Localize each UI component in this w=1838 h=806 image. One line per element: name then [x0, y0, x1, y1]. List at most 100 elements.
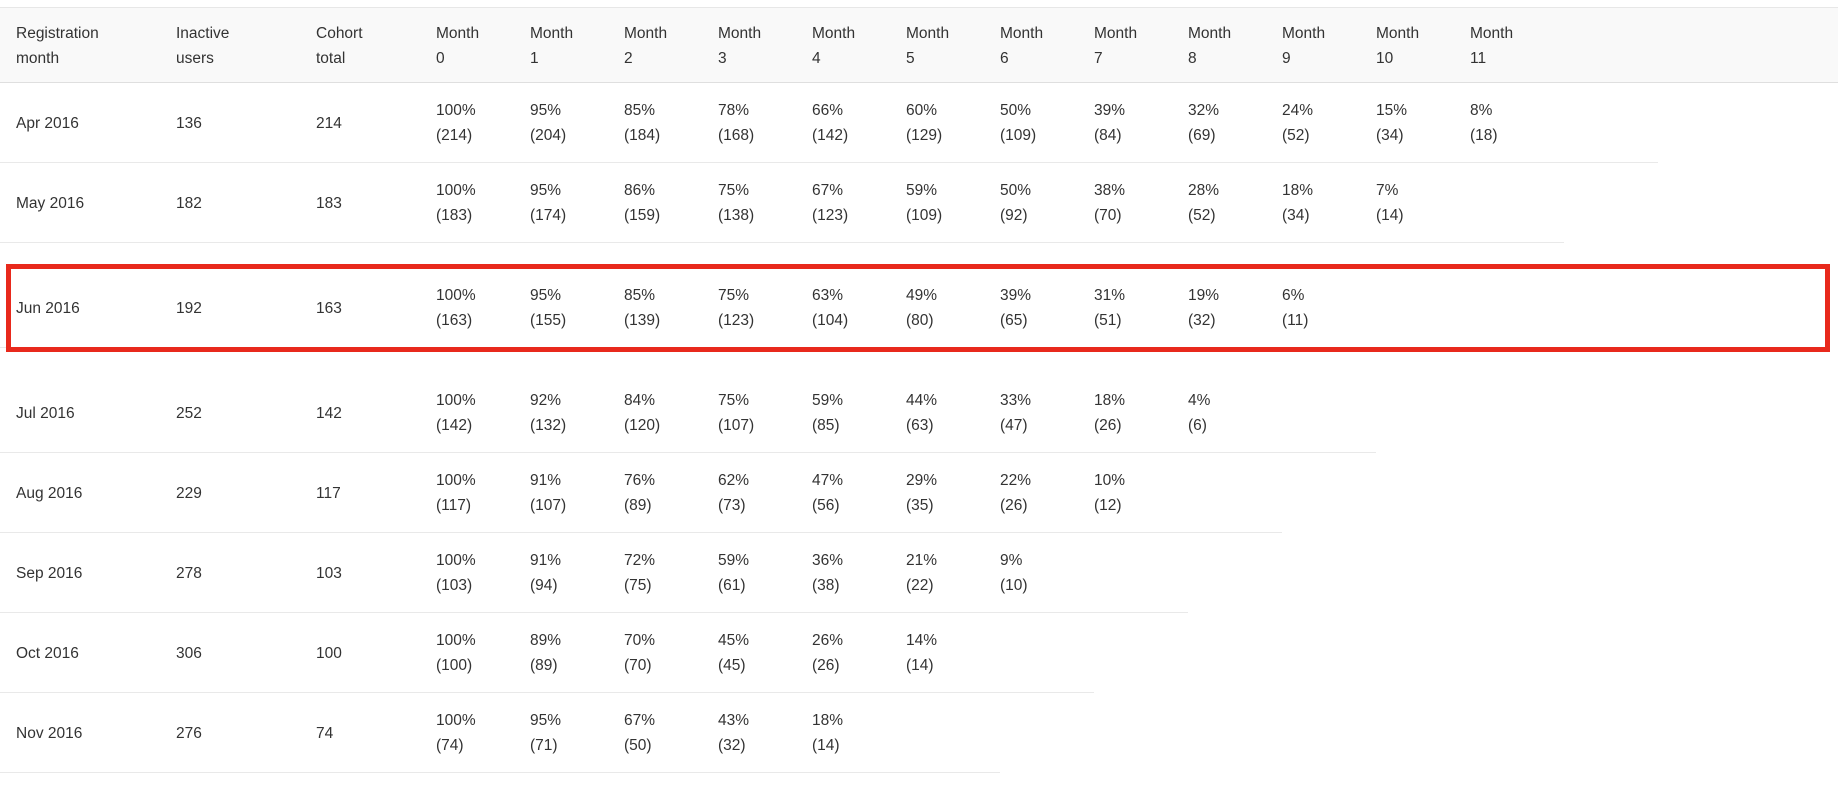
retention-count: (73)	[718, 497, 746, 514]
column-header-label: Month 2	[624, 25, 668, 67]
retention-count: (184)	[624, 127, 661, 144]
retention-percentage: 75%	[718, 392, 750, 409]
month-cell: 44% (63)	[906, 388, 1000, 438]
retention-count: (163)	[436, 312, 473, 329]
retention-percentage: 28%	[1188, 182, 1220, 199]
inactive-users-cell: 252	[176, 404, 202, 422]
month-cell: 66% (142)	[812, 98, 906, 148]
retention-count: (85)	[812, 417, 840, 434]
retention-percentage: 18%	[1094, 392, 1126, 409]
month-cell: 18% (14)	[812, 708, 906, 758]
retention-percentage: 62%	[718, 472, 750, 489]
cohort-total-cell: 214	[316, 114, 342, 132]
retention-percentage: 24%	[1282, 102, 1314, 119]
retention-percentage: 9%	[1000, 552, 1023, 569]
row-divider	[0, 612, 1188, 613]
month-cell: 63% (104)	[812, 283, 906, 333]
month-cell: 59% (85)	[812, 388, 906, 438]
retention-percentage: 100%	[436, 392, 476, 409]
column-header: Month 3	[718, 21, 812, 71]
month-cell: 67% (50)	[624, 708, 718, 758]
row-divider	[0, 347, 1470, 348]
retention-count: (70)	[1094, 207, 1122, 224]
month-cell: 100% (100)	[436, 628, 530, 678]
retention-percentage: 50%	[1000, 182, 1032, 199]
column-header: Month 6	[1000, 21, 1094, 71]
column-header: Month 2	[624, 21, 718, 71]
retention-count: (132)	[530, 417, 567, 434]
month-cell: 95% (71)	[530, 708, 624, 758]
retention-percentage: 78%	[718, 102, 750, 119]
month-cell: 29% (35)	[906, 468, 1000, 518]
month-cell: 100% (117)	[436, 468, 530, 518]
month-cell: 50% (109)	[1000, 98, 1094, 148]
column-header-label: Month 7	[1094, 25, 1138, 67]
month-cell: 85% (139)	[624, 283, 718, 333]
retention-percentage: 49%	[906, 287, 938, 304]
retention-count: (50)	[624, 737, 652, 754]
retention-percentage: 100%	[436, 102, 476, 119]
retention-count: (155)	[530, 312, 567, 329]
retention-percentage: 19%	[1188, 287, 1220, 304]
month-cell: 50% (92)	[1000, 178, 1094, 228]
table-row-highlighted: Jun 2016 192 163 100% (163) 95% (155) 85% (139) 7…	[0, 264, 1838, 352]
registration-month-cell: May 2016	[16, 194, 85, 212]
retention-percentage: 100%	[436, 182, 476, 199]
column-header: Inactive users	[176, 21, 316, 71]
retention-percentage: 38%	[1094, 182, 1126, 199]
column-header-label: Month 10	[1376, 25, 1420, 67]
retention-percentage: 18%	[1282, 182, 1314, 199]
retention-count: (139)	[624, 312, 661, 329]
retention-count: (45)	[718, 657, 746, 674]
retention-percentage: 75%	[718, 182, 750, 199]
retention-percentage: 75%	[718, 287, 750, 304]
retention-percentage: 31%	[1094, 287, 1126, 304]
retention-percentage: 72%	[624, 552, 656, 569]
column-header-label: Month 4	[812, 25, 856, 67]
month-cell: 18% (26)	[1094, 388, 1188, 438]
retention-count: (183)	[436, 207, 473, 224]
retention-percentage: 22%	[1000, 472, 1032, 489]
month-cell: 100% (183)	[436, 178, 530, 228]
retention-count: (109)	[906, 207, 943, 224]
retention-percentage: 39%	[1094, 102, 1126, 119]
retention-percentage: 21%	[906, 552, 938, 569]
month-cell: 85% (184)	[624, 98, 718, 148]
retention-count: (32)	[1188, 312, 1216, 329]
registration-month-cell: Jul 2016	[16, 404, 75, 422]
cohort-total-cell: 117	[316, 484, 341, 502]
retention-count: (26)	[1094, 417, 1122, 434]
retention-percentage: 91%	[530, 552, 562, 569]
month-cell: 45% (45)	[718, 628, 812, 678]
retention-count: (84)	[1094, 127, 1122, 144]
retention-percentage: 39%	[1000, 287, 1032, 304]
cohort-total-cell: 100	[316, 644, 342, 662]
retention-count: (89)	[530, 657, 558, 674]
row-divider	[0, 452, 1376, 453]
row-divider	[0, 242, 1564, 243]
month-cell: 59% (109)	[906, 178, 1000, 228]
month-cell: 100% (142)	[436, 388, 530, 438]
retention-percentage: 85%	[624, 287, 656, 304]
retention-percentage: 29%	[906, 472, 938, 489]
table-body: Apr 2016 136 214 100% (214) 95% (204) 85% (184) 7…	[0, 83, 1838, 773]
retention-percentage: 100%	[436, 472, 476, 489]
column-header: Cohort total	[316, 21, 436, 71]
retention-percentage: 86%	[624, 182, 656, 199]
cohort-table: Registration month Inactive users Cohort t…	[0, 7, 1838, 773]
retention-percentage: 84%	[624, 392, 656, 409]
month-cell: 8% (18)	[1470, 98, 1564, 148]
retention-count: (104)	[812, 312, 849, 329]
retention-percentage: 89%	[530, 632, 562, 649]
retention-count: (123)	[718, 312, 755, 329]
cohort-total-cell: 103	[316, 564, 342, 582]
retention-count: (34)	[1282, 207, 1310, 224]
table-row: Jul 2016 252 142 100% (142) 92% (132) 84% (120) 7…	[0, 373, 1838, 453]
column-header-label: Month 0	[436, 25, 480, 67]
retention-percentage: 85%	[624, 102, 656, 119]
month-cell: 31% (51)	[1094, 283, 1188, 333]
month-cell: 14% (14)	[906, 628, 1000, 678]
cohort-total-cell: 163	[316, 299, 342, 317]
month-cell: 67% (123)	[812, 178, 906, 228]
month-cell: 32% (69)	[1188, 98, 1282, 148]
